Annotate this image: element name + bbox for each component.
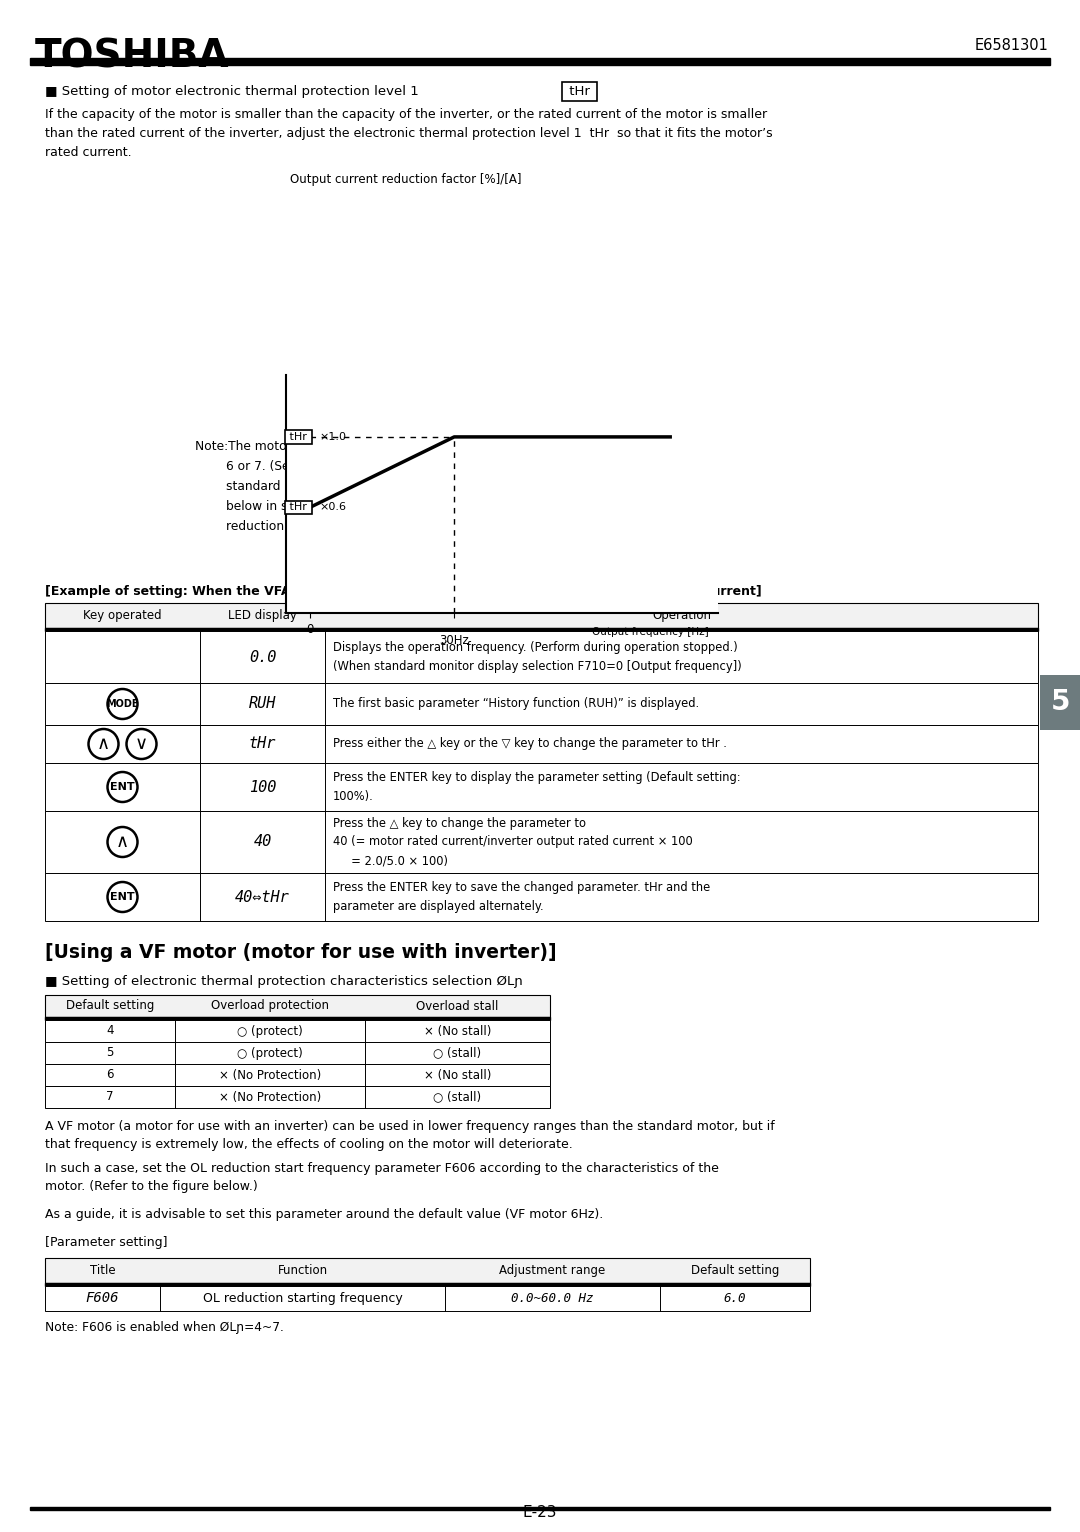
Bar [45,1285,810,1311]
Bar [30,1507,1050,1511]
Text: Note: F606 is enabled when ØLɲ=4~7.: Note: F606 is enabled when ØLɲ=4~7. [45,1321,284,1334]
Text: Function: Function [278,1264,327,1278]
Text: Press the △ key to change the parameter to
40 (= motor rated current/inverter ou: Press the △ key to change the parameter … [333,817,692,867]
Text: E6581301: E6581301 [974,38,1048,54]
Text: Output frequency [Hz]: Output frequency [Hz] [592,627,708,637]
Text: ×1.0: ×1.0 [320,432,347,441]
Text: 6.0: 6.0 [724,1291,746,1305]
Text: 40⇔tHr: 40⇔tHr [235,890,289,904]
Bar [45,873,1038,921]
Text: MODE: MODE [106,699,138,709]
Text: 5: 5 [1051,688,1070,715]
Text: that frequency is extremely low, the effects of cooling on the motor will deteri: that frequency is extremely low, the eff… [45,1138,572,1151]
Text: [Example of setting: When the VFAS1-2007PL is running with a 0.4kW motor having : [Example of setting: When the VFAS1-2007… [45,585,761,597]
Text: rated current.: rated current. [45,146,132,159]
Text: A VF motor (a motor for use with an inverter) can be used in lower frequency ran: A VF motor (a motor for use with an inve… [45,1120,774,1134]
Text: ∨: ∨ [135,735,148,754]
Text: Default setting: Default setting [66,999,154,1013]
Text: ENT: ENT [110,781,135,792]
Text: ○ (protect): ○ (protect) [238,1025,302,1037]
Text: 100: 100 [248,780,276,795]
Bar [45,1042,550,1065]
Text: Default setting: Default setting [691,1264,779,1278]
Text: ○ (protect): ○ (protect) [238,1046,302,1060]
Text: E-23: E-23 [523,1504,557,1520]
Text: below in some cases. In such cases, set ØLɲ to 4, 5, 6 or 7 and set the ØL: below in some cases. In such cases, set … [195,499,679,513]
Text: [Parameter setting]: [Parameter setting] [45,1236,167,1249]
Text: Operation: Operation [652,610,711,622]
Text: In such a case, set the OL reduction start frequency parameter F606 according to: In such a case, set the OL reduction sta… [45,1161,719,1175]
Text: Overload protection: Overload protection [211,999,329,1013]
Text: motor. (Refer to the figure below.): motor. (Refer to the figure below.) [45,1180,258,1193]
Text: × (No stall): × (No stall) [423,1068,491,1082]
Bar [30,58,1050,64]
Bar [45,994,550,1017]
Bar [45,1065,550,1086]
Bar [45,763,1038,810]
Text: LED display: LED display [228,610,297,622]
Text: Displays the operation frequency. (Perform during operation stopped.)
(When stan: Displays the operation frequency. (Perfo… [333,642,742,673]
Text: 0.0~60.0 Hz: 0.0~60.0 Hz [511,1291,594,1305]
Text: As a guide, it is advisable to set this parameter around the default value (VF m: As a guide, it is advisable to set this … [45,1209,604,1221]
Text: Overload stall: Overload stall [416,999,499,1013]
Text: than the rated current of the inverter, adjust the electronic thermal protection: than the rated current of the inverter, … [45,127,772,139]
Bar [45,631,1038,683]
Text: OL reduction starting frequency: OL reduction starting frequency [203,1291,403,1305]
Text: Press either the △ key or the ▽ key to change the parameter to tHr .: Press either the △ key or the ▽ key to c… [333,737,727,751]
Bar [45,810,1038,873]
Text: Press the ENTER key to save the changed parameter. tHr and the
parameter are dis: Press the ENTER key to save the changed … [333,881,711,913]
Text: 7: 7 [106,1091,113,1103]
Text: tHr: tHr [248,737,276,752]
Text: ENT: ENT [110,892,135,902]
Text: tHr: tHr [565,84,594,98]
Bar [1040,676,1080,731]
Text: ○ (stall): ○ (stall) [433,1091,482,1103]
Text: ×0.6: ×0.6 [320,502,347,512]
Text: 6 or 7. (See the following section.) Even if the inverter is used with a Toshiba: 6 or 7. (See the following section.) Eve… [195,460,697,473]
Text: Output current reduction factor [%]/[A]: Output current reduction factor [%]/[A] [291,173,522,185]
Text: [Using a VF motor (motor for use with inverter)]: [Using a VF motor (motor for use with in… [45,944,556,962]
Text: 40: 40 [254,835,272,850]
Bar [45,683,1038,725]
Text: 4: 4 [106,1025,113,1037]
Bar [45,1086,550,1108]
Text: 30Hz: 30Hz [440,634,469,647]
Text: Title: Title [90,1264,116,1278]
Bar [45,1020,550,1042]
Text: Key operated: Key operated [83,610,162,622]
Text: × (No stall): × (No stall) [423,1025,491,1037]
Text: 0.0: 0.0 [248,650,276,665]
Text: If the capacity of the motor is smaller than the capacity of the inverter, or th: If the capacity of the motor is smaller … [45,107,767,121]
Text: The first basic parameter “History function (RUH)” is displayed.: The first basic parameter “History funct… [333,697,699,711]
Text: F606: F606 [85,1291,119,1305]
Text: TOSHIBA: TOSHIBA [35,38,229,77]
Bar [45,1017,550,1020]
Text: ■ Setting of motor electronic thermal protection level 1: ■ Setting of motor electronic thermal pr… [45,84,428,98]
Text: 5: 5 [106,1046,113,1060]
Text: Note:The motor overload starting level is fixed at 30Hz. If necessary, set ØLɲ t: Note:The motor overload starting level i… [195,440,717,453]
Text: tHr: tHr [286,432,311,441]
Bar [45,725,1038,763]
Text: standard motor, the load may need to be reduced at frequencies of 30Hz and: standard motor, the load may need to be … [195,480,703,493]
Text: ∧: ∧ [97,735,110,754]
Text: × (No Protection): × (No Protection) [219,1091,321,1103]
Text: reduction starting frequency (F606) according to the motor.: reduction starting frequency (F606) acco… [195,519,593,533]
Bar [45,604,1038,628]
Text: × (No Protection): × (No Protection) [219,1068,321,1082]
Text: tHr: tHr [286,502,311,512]
Text: ■ Setting of electronic thermal protection characteristics selection ØLɲ: ■ Setting of electronic thermal protecti… [45,974,523,988]
Text: 6: 6 [106,1068,113,1082]
Bar [45,628,1038,631]
Text: ∧: ∧ [116,833,130,850]
Text: Press the ENTER key to display the parameter setting (Default setting:
100%).: Press the ENTER key to display the param… [333,771,741,803]
Bar [45,1258,810,1282]
Bar [45,1282,810,1285]
Text: ○ (stall): ○ (stall) [433,1046,482,1060]
Text: RUH: RUH [248,697,276,711]
Text: Adjustment range: Adjustment range [499,1264,606,1278]
